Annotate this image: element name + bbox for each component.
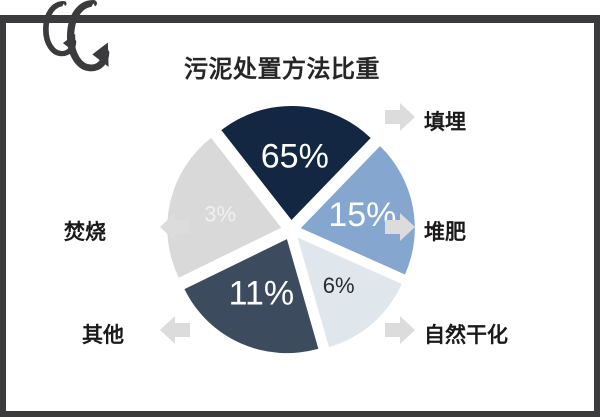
svg-text:65%: 65% xyxy=(261,137,329,175)
svg-text:6%: 6% xyxy=(323,273,355,298)
svg-text:11%: 11% xyxy=(229,274,295,312)
svg-text:3%: 3% xyxy=(204,202,236,227)
